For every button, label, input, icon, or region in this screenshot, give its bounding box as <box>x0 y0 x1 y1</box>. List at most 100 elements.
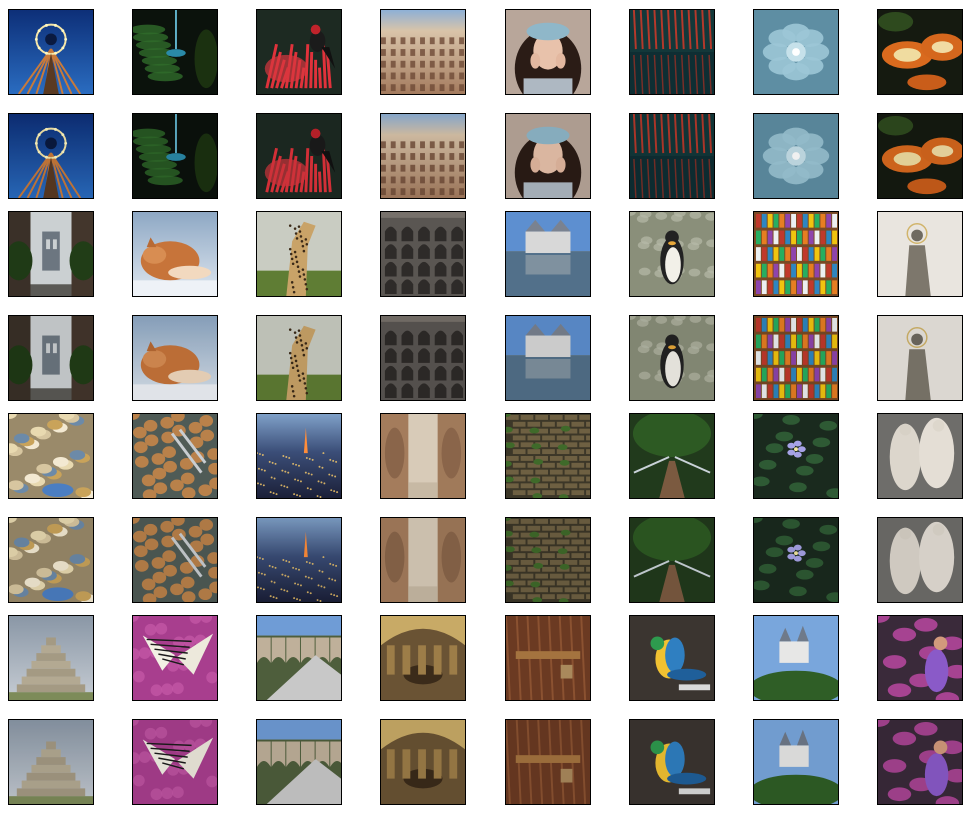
thumbnail-manhattan-bridge-street-reconstruction <box>8 315 94 401</box>
blue-succulent-image <box>754 114 838 198</box>
thumbnail-library-reading-room-reconstruction <box>380 719 466 805</box>
stone-aqueduct-image <box>257 616 341 700</box>
woman-in-blue-beret-image <box>506 114 590 198</box>
thumbnail-mayan-pyramid-original <box>8 615 94 701</box>
thumbnail-red-forest-lake-reflection-reconstruction <box>629 113 715 199</box>
thumbnail-forest-footbridge-reconstruction <box>629 517 715 603</box>
thumbnail-market-stall-goods-original <box>8 413 94 499</box>
forest-footbridge-image <box>630 414 714 498</box>
thumbnail-ferris-wheel-tower-reconstruction <box>8 113 94 199</box>
woman-in-blue-beret-image <box>506 10 590 94</box>
manhattan-bridge-street-image <box>9 316 93 400</box>
market-stall-goods-image <box>9 414 93 498</box>
overgrown-brick-wall-image <box>506 518 590 602</box>
ferris-wheel-tower-image <box>9 10 93 94</box>
city-tower-dusk-image <box>257 518 341 602</box>
ferris-wheel-tower-image <box>9 114 93 198</box>
stone-aqueduct-image <box>257 720 341 804</box>
thumbnail-walnuts-and-nutcracker-original <box>132 413 218 499</box>
thumbnail-chateau-reflected-in-water-original <box>505 211 591 297</box>
mayan-pyramid-image <box>9 616 93 700</box>
thumbnail-colosseum-interior-reconstruction <box>380 113 466 199</box>
orange-mushroom-image <box>878 10 962 94</box>
thumbnail-city-tower-dusk-reconstruction <box>256 517 342 603</box>
saint-statue-image <box>878 316 962 400</box>
bookshelf-image <box>754 316 838 400</box>
wooden-door-padlock-image <box>506 720 590 804</box>
library-reading-room-image <box>381 720 465 804</box>
thumbnail-cheetah-in-grass-reconstruction <box>256 315 342 401</box>
blue-yellow-macaw-image <box>630 720 714 804</box>
thumbnail-colosseum-arches-original <box>380 211 466 297</box>
thumbnail-stone-aqueduct-reconstruction <box>256 719 342 805</box>
colosseum-arches-image <box>381 316 465 400</box>
thumbnail-city-tower-dusk-original <box>256 413 342 499</box>
penguin-on-rocks-image <box>630 212 714 296</box>
butterfly-on-purple-flowers-image <box>133 616 217 700</box>
walnuts-and-nutcracker-image <box>133 518 217 602</box>
thumbnail-penguin-on-rocks-reconstruction <box>629 315 715 401</box>
thumbnail-marble-sculpture-group-reconstruction <box>877 517 963 603</box>
thumbnail-stone-aqueduct-original <box>256 615 342 701</box>
pink-graffiti-machinery-image <box>878 720 962 804</box>
overgrown-brick-wall-image <box>506 414 590 498</box>
thumbnail-bookshelf-original <box>753 211 839 297</box>
thumbnail-red-bird-on-red-flowers-reconstruction <box>256 113 342 199</box>
colosseum-interior-image <box>381 10 465 94</box>
thumbnail-pink-graffiti-machinery-original <box>877 615 963 701</box>
thumbnail-bookshelf-reconstruction <box>753 315 839 401</box>
thumbnail-castle-on-hill-reconstruction <box>753 719 839 805</box>
thumbnail-wooden-door-padlock-original <box>505 615 591 701</box>
thumbnail-blue-flowers-leaves-reconstruction <box>753 517 839 603</box>
orange-mushroom-image <box>878 114 962 198</box>
thumbnail-cheetah-in-grass-original <box>256 211 342 297</box>
thumbnail-manhattan-bridge-street-original <box>8 211 94 297</box>
city-tower-dusk-image <box>257 414 341 498</box>
dark-fern-fountain-image <box>133 114 217 198</box>
thumbnail-castle-on-hill-original <box>753 615 839 701</box>
colosseum-arches-image <box>381 212 465 296</box>
walnuts-and-nutcracker-image <box>133 414 217 498</box>
thumbnail-blue-yellow-macaw-reconstruction <box>629 719 715 805</box>
red-bird-on-red-flowers-image <box>257 10 341 94</box>
castle-on-hill-image <box>754 616 838 700</box>
thumbnail-orange-mushroom-reconstruction <box>877 113 963 199</box>
thumbnail-mayan-pyramid-reconstruction <box>8 719 94 805</box>
red-forest-lake-reflection-image <box>630 114 714 198</box>
forest-footbridge-image <box>630 518 714 602</box>
egyptian-temple-statues-image <box>381 414 465 498</box>
thumbnail-woman-in-blue-beret-original <box>505 9 591 95</box>
thumbnail-library-reading-room-original <box>380 615 466 701</box>
butterfly-on-purple-flowers-image <box>133 720 217 804</box>
manhattan-bridge-street-image <box>9 212 93 296</box>
thumbnail-red-forest-lake-reflection-original <box>629 9 715 95</box>
bookshelf-image <box>754 212 838 296</box>
thumbnail-dark-fern-fountain-original <box>132 9 218 95</box>
thumbnail-butterfly-on-purple-flowers-reconstruction <box>132 719 218 805</box>
thumbnail-blue-succulent-original <box>753 9 839 95</box>
thumbnail-blue-succulent-reconstruction <box>753 113 839 199</box>
blue-yellow-macaw-image <box>630 616 714 700</box>
mayan-pyramid-image <box>9 720 93 804</box>
thumbnail-overgrown-brick-wall-original <box>505 413 591 499</box>
saint-statue-image <box>878 212 962 296</box>
castle-on-hill-image <box>754 720 838 804</box>
thumbnail-chateau-reflected-in-water-reconstruction <box>505 315 591 401</box>
sleeping-fox-in-snow-image <box>133 316 217 400</box>
thumbnail-egyptian-temple-statues-reconstruction <box>380 517 466 603</box>
thumbnail-egyptian-temple-statues-original <box>380 413 466 499</box>
thumbnail-dark-fern-fountain-reconstruction <box>132 113 218 199</box>
thumbnail-saint-statue-reconstruction <box>877 315 963 401</box>
thumbnail-colosseum-interior-original <box>380 9 466 95</box>
chateau-reflected-in-water-image <box>506 316 590 400</box>
pink-graffiti-machinery-image <box>878 616 962 700</box>
thumbnail-forest-footbridge-original <box>629 413 715 499</box>
wooden-door-padlock-image <box>506 616 590 700</box>
blue-flowers-leaves-image <box>754 518 838 602</box>
thumbnail-walnuts-and-nutcracker-reconstruction <box>132 517 218 603</box>
thumbnail-pink-graffiti-machinery-reconstruction <box>877 719 963 805</box>
marble-sculpture-group-image <box>878 414 962 498</box>
thumbnail-saint-statue-original <box>877 211 963 297</box>
library-reading-room-image <box>381 616 465 700</box>
